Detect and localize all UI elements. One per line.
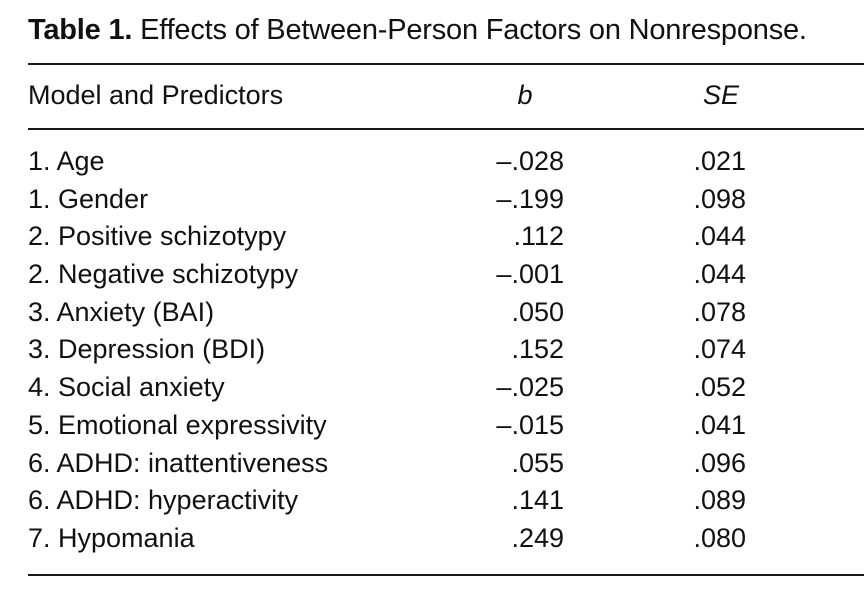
predictor-cell: 1. Age	[28, 146, 105, 176]
table-row: 6. ADHD: inattentiveness .055 .096	[0, 448, 864, 486]
se-cell: .096	[693, 447, 746, 478]
b-cell: .152	[511, 334, 564, 365]
se-cell: .044	[693, 259, 746, 290]
b-cell: .050	[511, 296, 564, 327]
table-body: 1. Age –.028 .021 1. Gender –.199 .098 2. Posi…	[0, 146, 864, 561]
b-cell: –.028	[496, 146, 564, 176]
se-cell: .041	[693, 409, 746, 440]
predictor-cell: 1. Gender	[28, 183, 149, 214]
b-cell: .141	[511, 485, 564, 516]
table-header: Model and Predictors b SE	[0, 80, 864, 120]
table-row: 1. Age –.028 .021	[0, 146, 864, 184]
se-cell: .052	[693, 372, 746, 403]
se-cell: .080	[693, 522, 746, 553]
predictor-cell: 2. Negative schizotypy	[28, 259, 299, 290]
b-cell: .055	[511, 447, 564, 478]
header-rule	[28, 128, 864, 130]
table-row: 5. Emotional expressivity –.015 .041	[0, 410, 864, 448]
b-cell: –.015	[496, 409, 564, 440]
predictor-cell: 6. ADHD: inattentiveness	[28, 447, 329, 478]
se-cell: .044	[693, 221, 746, 252]
table-row: 3. Depression (BDI) .152 .074	[0, 334, 864, 372]
se-cell: .021	[693, 146, 746, 176]
predictor-cell: 2. Positive schizotypy	[28, 221, 287, 252]
se-cell: .089	[693, 485, 746, 516]
header-b: b	[517, 80, 533, 110]
table-row: 4. Social anxiety –.025 .052	[0, 372, 864, 410]
predictor-cell: 3. Depression (BDI)	[28, 334, 266, 365]
se-cell: .098	[693, 183, 746, 214]
se-cell: .074	[693, 334, 746, 365]
b-cell: –.199	[496, 183, 564, 214]
header-predictor: Model and Predictors	[28, 80, 284, 110]
predictor-cell: 6. ADHD: hyperactivity	[28, 485, 299, 516]
table-caption-label: Table 1.	[28, 14, 133, 46]
table-row: 2. Positive schizotypy .112 .044	[0, 221, 864, 259]
b-cell: –.001	[496, 259, 564, 290]
top-rule	[28, 63, 864, 65]
predictor-cell: 7. Hypomania	[28, 522, 195, 553]
table-row: 6. ADHD: hyperactivity .141 .089	[0, 485, 864, 523]
b-cell: –.025	[496, 372, 564, 403]
table-row: 2. Negative schizotypy –.001 .044	[0, 259, 864, 297]
table-row: 7. Hypomania .249 .080	[0, 523, 864, 561]
predictor-cell: 3. Anxiety (BAI)	[28, 296, 215, 327]
table-row: 1. Gender –.199 .098	[0, 184, 864, 222]
b-cell: .249	[511, 522, 564, 553]
predictor-cell: 4. Social anxiety	[28, 372, 225, 403]
se-cell: .078	[693, 296, 746, 327]
header-se: SE	[702, 80, 740, 110]
table-caption: Table 1. Effects of Between-Person Facto…	[28, 14, 807, 47]
table-row: 3. Anxiety (BAI) .050 .078	[0, 297, 864, 335]
bottom-rule	[28, 574, 864, 576]
b-cell: .112	[513, 221, 564, 252]
table-caption-title: Effects of Between-Person Factors on Non…	[140, 14, 807, 46]
predictor-cell: 5. Emotional expressivity	[28, 409, 327, 440]
